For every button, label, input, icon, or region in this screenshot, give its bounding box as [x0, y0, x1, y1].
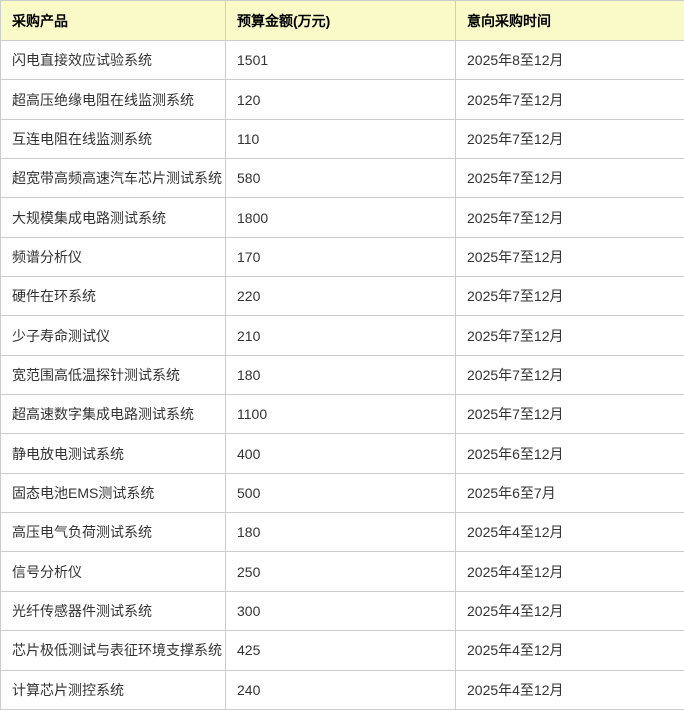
- budget-cell: 180: [225, 354, 456, 396]
- time-cell: 2025年7至12月: [455, 158, 684, 199]
- budget-cell: 110: [225, 118, 456, 160]
- time-cell: 2025年4至12月: [455, 630, 684, 671]
- time-cell: 2025年4至12月: [455, 590, 684, 632]
- time-cell: 2025年7至12月: [455, 236, 684, 278]
- product-cell: 芯片极低测试与表征环境支撑系统: [0, 630, 226, 671]
- time-cell: 2025年4至12月: [455, 512, 684, 553]
- table-row: 计算芯片测控系统 240 2025年4至12月: [0, 669, 684, 710]
- product-cell: 静电放电测试系统: [0, 433, 226, 474]
- header-product: 采购产品: [0, 0, 226, 41]
- time-cell: 2025年7至12月: [455, 197, 684, 238]
- product-cell: 超高速数字集成电路测试系统: [0, 394, 226, 435]
- budget-cell: 300: [225, 590, 456, 632]
- table-row: 芯片极低测试与表征环境支撑系统 425 2025年4至12月: [0, 630, 684, 671]
- budget-cell: 170: [225, 236, 456, 278]
- header-time: 意向采购时间: [455, 0, 684, 41]
- product-cell: 互连电阻在线监测系统: [0, 118, 226, 160]
- budget-cell: 1800: [225, 197, 456, 238]
- budget-cell: 580: [225, 158, 456, 199]
- product-cell: 少子寿命测试仪: [0, 315, 226, 356]
- budget-cell: 1501: [225, 39, 456, 81]
- product-cell: 固态电池EMS测试系统: [0, 472, 226, 514]
- budget-cell: 400: [225, 433, 456, 474]
- table-row: 超高速数字集成电路测试系统 1100 2025年7至12月: [0, 394, 684, 435]
- product-cell: 光纤传感器件测试系统: [0, 590, 226, 632]
- table-row: 少子寿命测试仪 210 2025年7至12月: [0, 315, 684, 356]
- time-cell: 2025年6至12月: [455, 433, 684, 474]
- budget-cell: 500: [225, 472, 456, 514]
- product-cell: 宽范围高低温探针测试系统: [0, 354, 226, 396]
- time-cell: 2025年7至12月: [455, 79, 684, 120]
- table-body: 闪电直接效应试验系统 1501 2025年8至12月 超高压绝缘电阻在线监测系统 120…: [0, 39, 684, 710]
- time-cell: 2025年4至12月: [455, 551, 684, 592]
- table-row: 硬件在环系统 220 2025年7至12月: [0, 276, 684, 317]
- table-row: 宽范围高低温探针测试系统 180 2025年7至12月: [0, 354, 684, 396]
- product-cell: 硬件在环系统: [0, 276, 226, 317]
- product-cell: 大规模集成电路测试系统: [0, 197, 226, 238]
- table-row: 高压电气负荷测试系统 180 2025年4至12月: [0, 512, 684, 553]
- budget-cell: 210: [225, 315, 456, 356]
- table-row: 光纤传感器件测试系统 300 2025年4至12月: [0, 590, 684, 632]
- product-cell: 闪电直接效应试验系统: [0, 39, 226, 81]
- product-cell: 超高压绝缘电阻在线监测系统: [0, 79, 226, 120]
- product-cell: 信号分析仪: [0, 551, 226, 592]
- time-cell: 2025年8至12月: [455, 39, 684, 81]
- budget-cell: 120: [225, 79, 456, 120]
- time-cell: 2025年7至12月: [455, 315, 684, 356]
- time-cell: 2025年7至12月: [455, 394, 684, 435]
- budget-cell: 1100: [225, 394, 456, 435]
- table-row: 大规模集成电路测试系统 1800 2025年7至12月: [0, 197, 684, 238]
- time-cell: 2025年7至12月: [455, 118, 684, 160]
- header-row: 采购产品 预算金额(万元) 意向采购时间: [0, 0, 684, 41]
- time-cell: 2025年4至12月: [455, 669, 684, 710]
- product-cell: 计算芯片测控系统: [0, 669, 226, 710]
- budget-cell: 250: [225, 551, 456, 592]
- table-row: 静电放电测试系统 400 2025年6至12月: [0, 433, 684, 474]
- time-cell: 2025年6至7月: [455, 472, 684, 514]
- table-row: 闪电直接效应试验系统 1501 2025年8至12月: [0, 39, 684, 81]
- budget-cell: 425: [225, 630, 456, 671]
- product-cell: 高压电气负荷测试系统: [0, 512, 226, 553]
- budget-cell: 220: [225, 276, 456, 317]
- table-row: 互连电阻在线监测系统 110 2025年7至12月: [0, 118, 684, 160]
- table-row: 超高压绝缘电阻在线监测系统 120 2025年7至12月: [0, 79, 684, 120]
- budget-cell: 180: [225, 512, 456, 553]
- table-row: 频谱分析仪 170 2025年7至12月: [0, 236, 684, 278]
- product-cell: 超宽带高频高速汽车芯片测试系统: [0, 158, 226, 199]
- product-cell: 频谱分析仪: [0, 236, 226, 278]
- table-row: 固态电池EMS测试系统 500 2025年6至7月: [0, 472, 684, 514]
- time-cell: 2025年7至12月: [455, 354, 684, 396]
- table-row: 信号分析仪 250 2025年4至12月: [0, 551, 684, 592]
- header-budget: 预算金额(万元): [225, 0, 456, 41]
- table-row: 超宽带高频高速汽车芯片测试系统 580 2025年7至12月: [0, 158, 684, 199]
- budget-cell: 240: [225, 669, 456, 710]
- time-cell: 2025年7至12月: [455, 276, 684, 317]
